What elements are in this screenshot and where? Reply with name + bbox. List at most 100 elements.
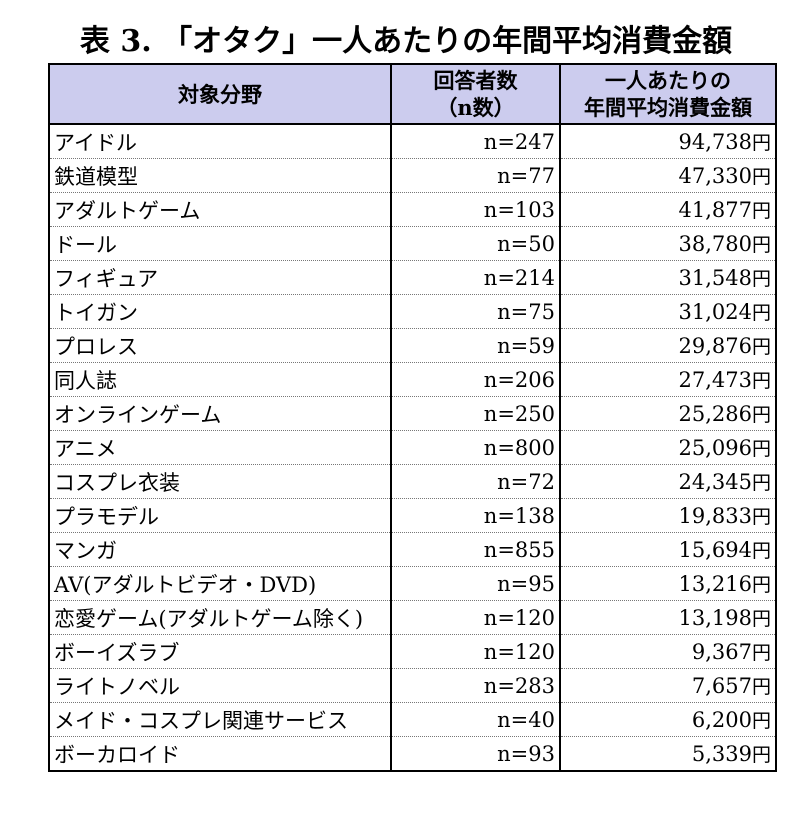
amount-cell: 6,200円 [559, 702, 777, 737]
respondents-cell: n=103 [390, 192, 561, 227]
amount-value: 15,694 [678, 538, 752, 562]
category-cell: ドール [48, 226, 392, 261]
category-cell: オンラインゲーム [48, 396, 392, 431]
amount-cell: 7,657円 [559, 668, 777, 703]
amount-cell: 25,286円 [559, 396, 777, 431]
amount-unit: 円 [751, 676, 771, 698]
amount-unit: 円 [751, 438, 771, 460]
category-cell: コスプレ衣装 [48, 464, 392, 499]
respondents-cell: n=283 [390, 668, 561, 703]
amount-unit: 円 [751, 540, 771, 562]
category-cell: メイド・コスプレ関連サービス [48, 702, 392, 737]
respondents-cell: n=93 [390, 736, 561, 772]
table-row: マンガ n=855 15,694円 [48, 532, 777, 567]
amount-value: 7,657 [691, 674, 752, 698]
amount-cell: 94,738円 [559, 124, 777, 159]
respondents-cell: n=72 [390, 464, 561, 499]
category-cell: 恋愛ゲーム(アダルトゲーム除く) [48, 600, 392, 635]
amount-value: 19,833 [678, 504, 752, 528]
amount-cell: 31,024円 [559, 294, 777, 329]
table-row: アイドル n=247 94,738円 [48, 124, 777, 159]
amount-cell: 25,096円 [559, 430, 777, 465]
category-cell: アイドル [48, 124, 392, 159]
amount-value: 38,780 [678, 232, 752, 256]
category-cell: アダルトゲーム [48, 192, 392, 227]
table-row: トイガン n=75 31,024円 [48, 294, 777, 329]
amount-value: 5,339 [691, 742, 752, 766]
respondents-cell: n=214 [390, 260, 561, 295]
amount-value: 27,473 [678, 368, 752, 392]
amount-value: 29,876 [678, 334, 752, 358]
table-row: 恋愛ゲーム(アダルトゲーム除く) n=120 13,198円 [48, 600, 777, 635]
amount-cell: 19,833円 [559, 498, 777, 533]
header-category-label: 対象分野 [178, 81, 262, 107]
respondents-cell: n=59 [390, 328, 561, 363]
amount-value: 13,216 [678, 572, 752, 596]
amount-cell: 13,216円 [559, 566, 777, 601]
category-cell: 同人誌 [48, 362, 392, 397]
amount-cell: 29,876円 [559, 328, 777, 363]
category-cell: フィギュア [48, 260, 392, 295]
respondents-cell: n=75 [390, 294, 561, 329]
table-row: ドール n=50 38,780円 [48, 226, 777, 261]
category-cell: アニメ [48, 430, 392, 465]
amount-unit: 円 [751, 336, 771, 358]
amount-cell: 41,877円 [559, 192, 777, 227]
table-row: コスプレ衣装 n=72 24,345円 [48, 464, 777, 499]
amount-cell: 9,367円 [559, 634, 777, 669]
category-cell: トイガン [48, 294, 392, 329]
table-row: プラモデル n=138 19,833円 [48, 498, 777, 533]
respondents-cell: n=206 [390, 362, 561, 397]
amount-unit: 円 [751, 744, 771, 766]
consumption-table: 対象分野 回答者数 （n数） 一人あたりの 年間平均消費金額 アイドル n=247… [48, 63, 777, 772]
amount-unit: 円 [751, 132, 771, 154]
amount-unit: 円 [751, 234, 771, 256]
table-row: オンラインゲーム n=250 25,286円 [48, 396, 777, 431]
respondents-cell: n=120 [390, 600, 561, 635]
table-row: 同人誌 n=206 27,473円 [48, 362, 777, 397]
header-respondents: 回答者数 （n数） [390, 63, 561, 125]
category-cell: ボーイズラブ [48, 634, 392, 669]
table-row: アダルトゲーム n=103 41,877円 [48, 192, 777, 227]
category-cell: プロレス [48, 328, 392, 363]
amount-value: 31,548 [678, 266, 752, 290]
table-row: ライトノベル n=283 7,657円 [48, 668, 777, 703]
amount-value: 13,198 [678, 606, 752, 630]
amount-cell: 47,330円 [559, 158, 777, 193]
header-amount: 一人あたりの 年間平均消費金額 [559, 63, 777, 125]
table-row: フィギュア n=214 31,548円 [48, 260, 777, 295]
amount-cell: 15,694円 [559, 532, 777, 567]
category-cell: ボーカロイド [48, 736, 392, 772]
table-row: プロレス n=59 29,876円 [48, 328, 777, 363]
amount-value: 6,200 [691, 708, 752, 732]
amount-unit: 円 [751, 302, 771, 324]
amount-value: 31,024 [678, 300, 752, 324]
category-cell: 鉄道模型 [48, 158, 392, 193]
respondents-cell: n=855 [390, 532, 561, 567]
respondents-cell: n=50 [390, 226, 561, 261]
table-row: AV(アダルトビデオ・DVD) n=95 13,216円 [48, 566, 777, 601]
header-amount-line1: 一人あたりの [605, 68, 731, 93]
table-row: メイド・コスプレ関連サービス n=40 6,200円 [48, 702, 777, 737]
amount-unit: 円 [751, 200, 771, 222]
respondents-cell: n=250 [390, 396, 561, 431]
amount-unit: 円 [751, 608, 771, 630]
amount-unit: 円 [751, 166, 771, 188]
header-respondents-line2: （n数） [436, 95, 515, 120]
table-title: 表 3. 「オタク」一人あたりの年間平均消費金額 [79, 24, 733, 59]
table-row: ボーカロイド n=93 5,339円 [48, 736, 777, 772]
amount-value: 94,738 [678, 130, 752, 154]
amount-unit: 円 [751, 574, 771, 596]
amount-cell: 27,473円 [559, 362, 777, 397]
category-cell: プラモデル [48, 498, 392, 533]
table-header-row: 対象分野 回答者数 （n数） 一人あたりの 年間平均消費金額 [48, 63, 777, 125]
amount-unit: 円 [751, 268, 771, 290]
amount-cell: 13,198円 [559, 600, 777, 635]
amount-unit: 円 [751, 370, 771, 392]
amount-unit: 円 [751, 710, 771, 732]
amount-cell: 5,339円 [559, 736, 777, 772]
respondents-cell: n=247 [390, 124, 561, 159]
header-amount-line2: 年間平均消費金額 [584, 95, 752, 120]
amount-value: 9,367 [691, 640, 752, 664]
table-row: ボーイズラブ n=120 9,367円 [48, 634, 777, 669]
